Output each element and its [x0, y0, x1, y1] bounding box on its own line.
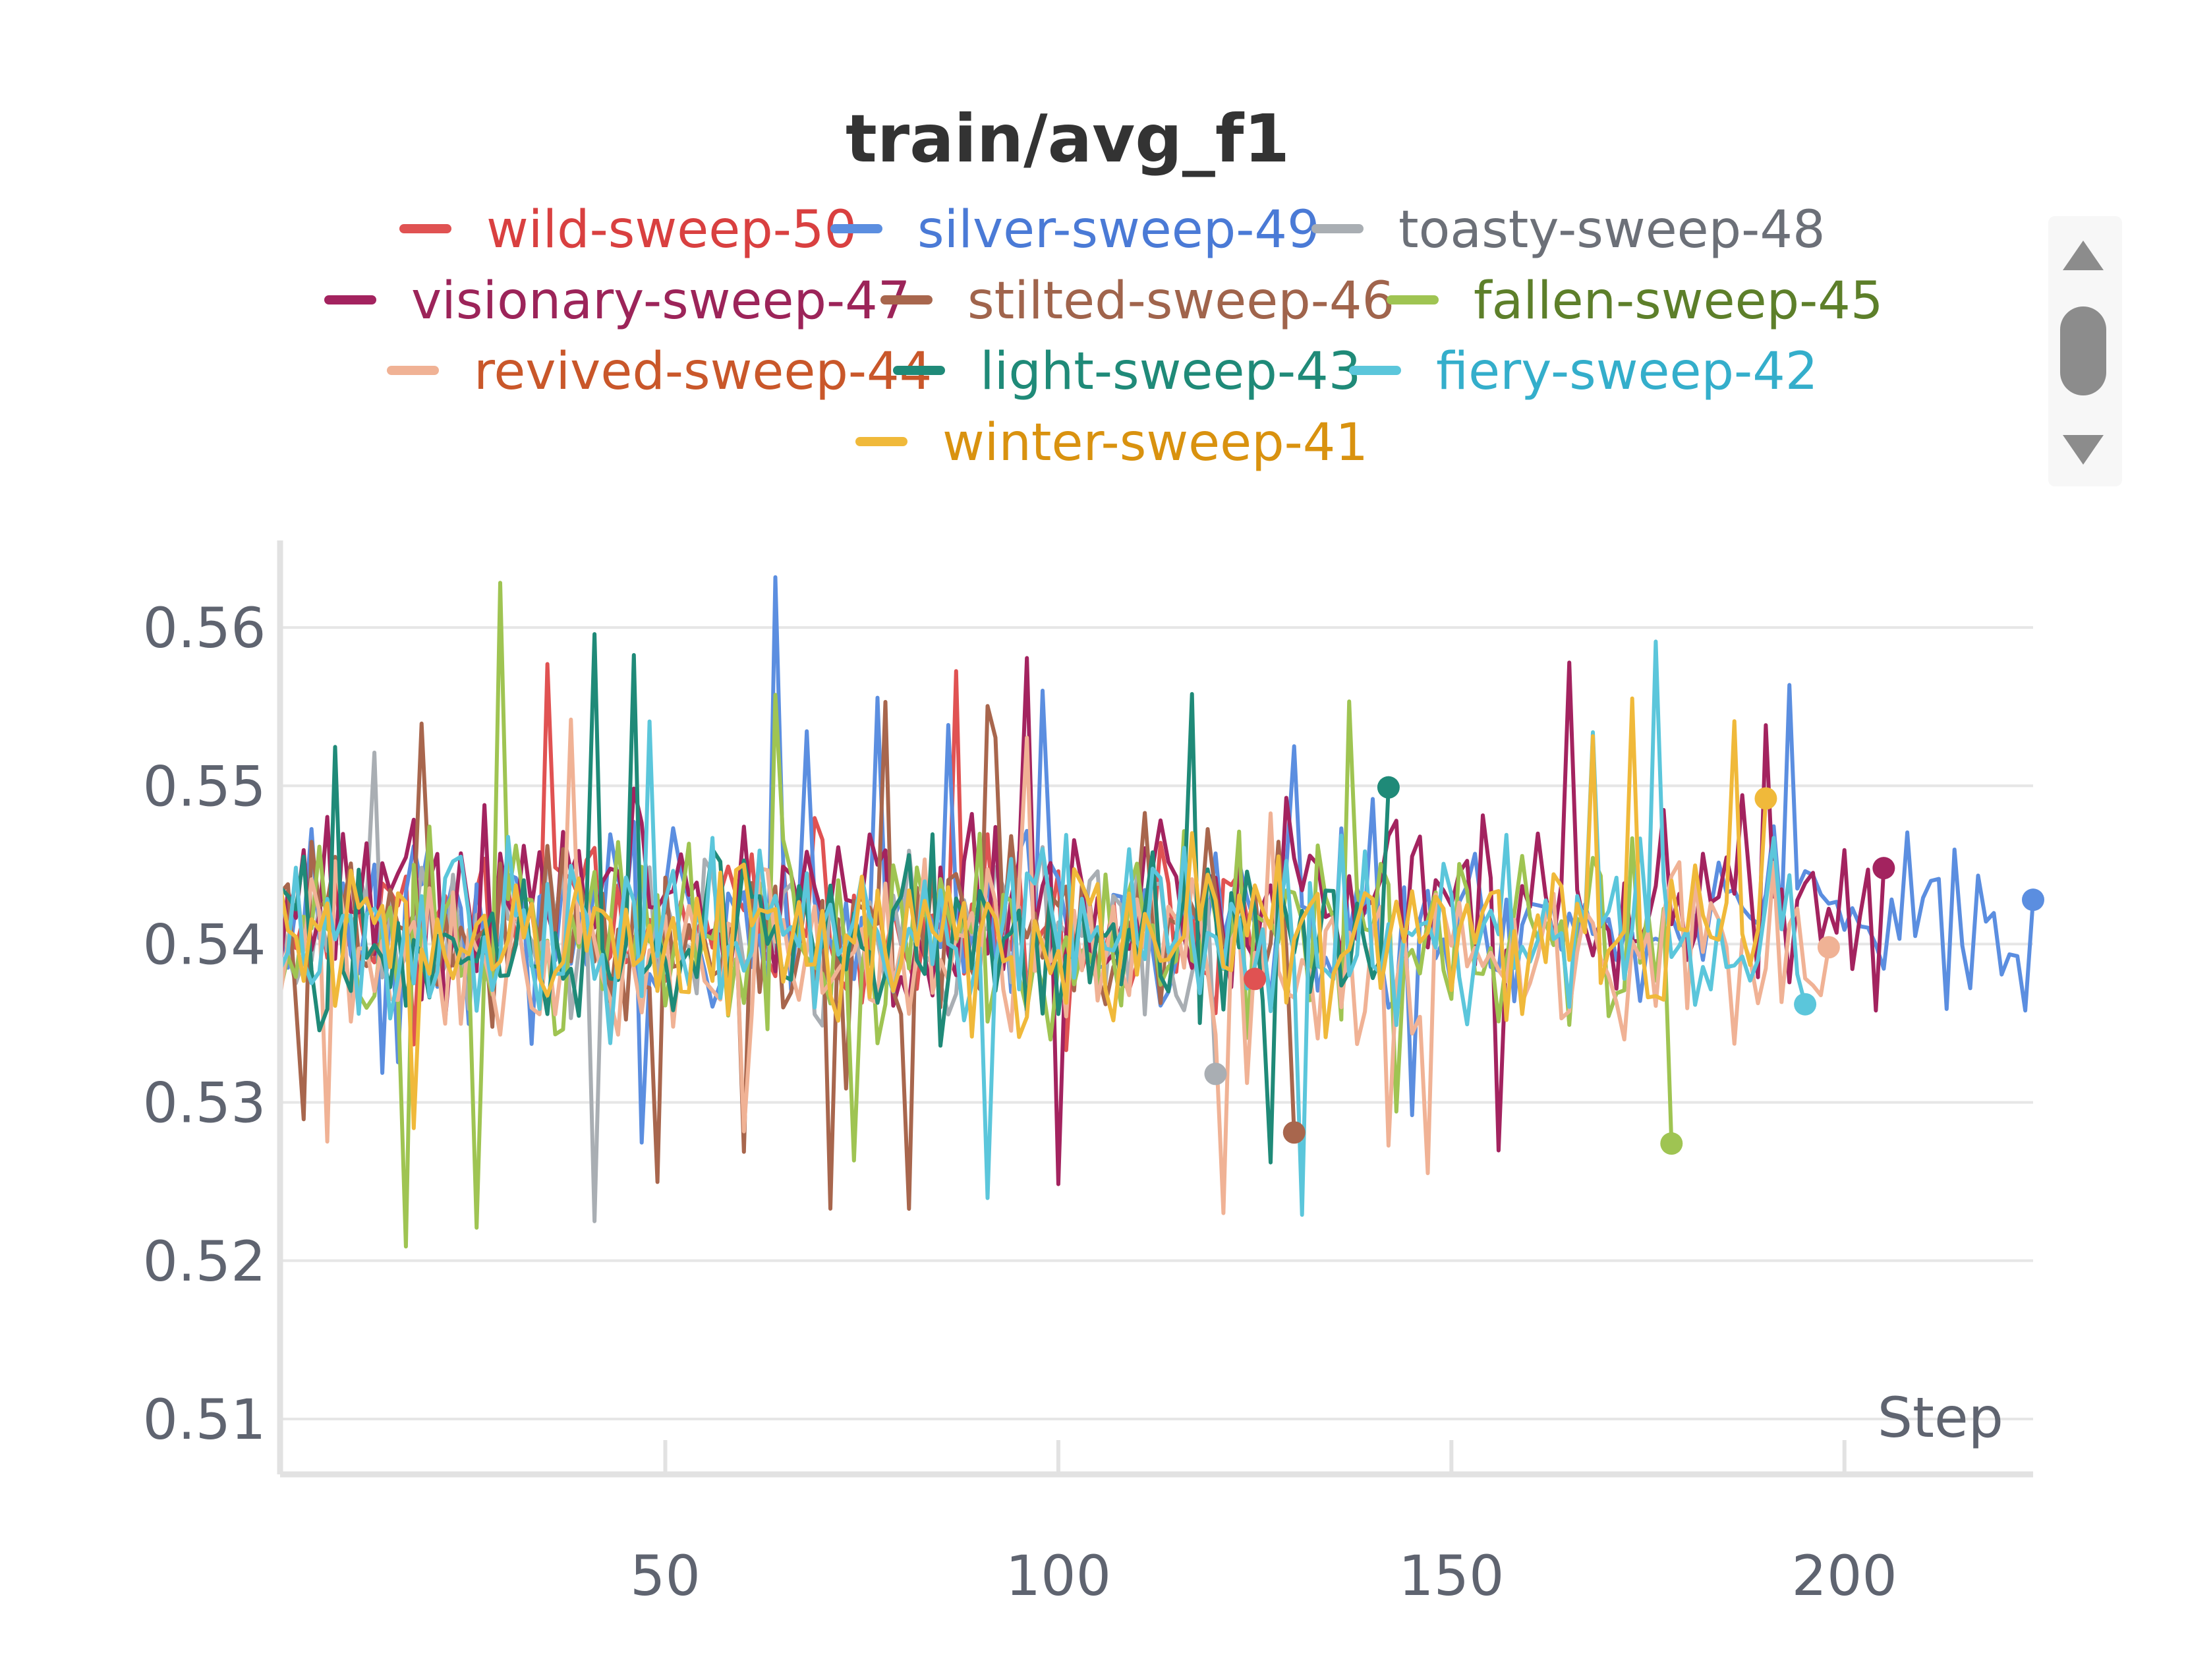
legend-item-winter-sweep-41[interactable]: winter-sweep-41 — [855, 413, 1368, 473]
legend-label: visionary-sweep-47 — [411, 272, 910, 331]
y-tick-label: 0.56 — [142, 596, 266, 660]
chart-legend: wild-sweep-50 silver-sweep-49 toasty-sweep… — [324, 200, 1884, 473]
legend-label: winter-sweep-41 — [942, 413, 1368, 473]
legend-label: stilted-sweep-46 — [967, 272, 1395, 331]
triangle-down-icon[interactable] — [2063, 435, 2104, 465]
gridlines — [280, 626, 2033, 1420]
legend-label: fiery-sweep-42 — [1436, 342, 1818, 401]
series-line-fiery-sweep-42 — [278, 639, 1808, 1217]
legend-item-stilted-sweep-46[interactable]: stilted-sweep-46 — [880, 272, 1395, 331]
series-end-markers — [1204, 776, 2044, 1155]
legend-label: toasty-sweep-48 — [1398, 200, 1826, 260]
x-tick-label: 150 — [1398, 1544, 1504, 1608]
y-axis-ticks: 0.51 0.52 0.53 0.54 0.55 0.56 — [142, 596, 266, 1452]
legend-label: light-sweep-43 — [980, 342, 1361, 401]
legend-item-revived-sweep-44[interactable]: revived-sweep-44 — [387, 342, 932, 401]
chart-title: train/avg_f1 — [846, 100, 1290, 177]
legend-label: fallen-sweep-45 — [1474, 272, 1884, 331]
y-tick-label: 0.54 — [142, 912, 266, 977]
scroll-thumb[interactable] — [2060, 306, 2106, 395]
legend-item-fallen-sweep-45[interactable]: fallen-sweep-45 — [1387, 272, 1884, 331]
legend-item-light-sweep-43[interactable]: light-sweep-43 — [893, 342, 1361, 401]
series-line-winter-sweep-41 — [278, 696, 1768, 1130]
x-axis-ticks: 50 100 150 200 — [630, 1440, 1897, 1608]
series-end-marker-revived-sweep-44 — [1817, 936, 1840, 959]
legend-scrollbar[interactable] — [2048, 216, 2122, 486]
series-end-marker-stilted-sweep-46 — [1282, 1121, 1306, 1144]
x-tick-label: 100 — [1006, 1544, 1111, 1608]
triangle-up-icon[interactable] — [2063, 241, 2104, 270]
series-end-marker-winter-sweep-41 — [1754, 787, 1777, 810]
legend-label: silver-sweep-49 — [917, 200, 1320, 260]
series-end-marker-fiery-sweep-42 — [1794, 993, 1817, 1016]
series-end-marker-silver-sweep-49 — [2022, 888, 2044, 912]
y-tick-label: 0.51 — [142, 1387, 266, 1452]
x-tick-label: 50 — [630, 1544, 701, 1608]
legend-item-toasty-sweep-48[interactable]: toasty-sweep-48 — [1311, 200, 1826, 260]
legend-item-wild-sweep-50[interactable]: wild-sweep-50 — [399, 200, 857, 260]
series-end-marker-wild-sweep-50 — [1244, 968, 1267, 991]
series-end-marker-toasty-sweep-48 — [1204, 1062, 1227, 1086]
legend-label: wild-sweep-50 — [486, 200, 857, 260]
x-axis-label: Step — [1878, 1385, 2003, 1450]
series-end-marker-visionary-sweep-47 — [1872, 857, 1895, 880]
x-tick-label: 200 — [1792, 1544, 1897, 1608]
y-tick-label: 0.53 — [142, 1071, 266, 1136]
series-end-marker-light-sweep-43 — [1377, 776, 1400, 799]
series-lines — [278, 575, 2035, 1249]
y-tick-label: 0.55 — [142, 754, 266, 819]
legend-label: revived-sweep-44 — [474, 342, 932, 401]
legend-item-fiery-sweep-42[interactable]: fiery-sweep-42 — [1349, 342, 1818, 401]
y-tick-label: 0.52 — [142, 1229, 266, 1294]
legend-item-silver-sweep-49[interactable]: silver-sweep-49 — [830, 200, 1320, 260]
legend-item-visionary-sweep-47[interactable]: visionary-sweep-47 — [324, 272, 910, 331]
series-end-marker-fallen-sweep-45 — [1660, 1132, 1683, 1155]
